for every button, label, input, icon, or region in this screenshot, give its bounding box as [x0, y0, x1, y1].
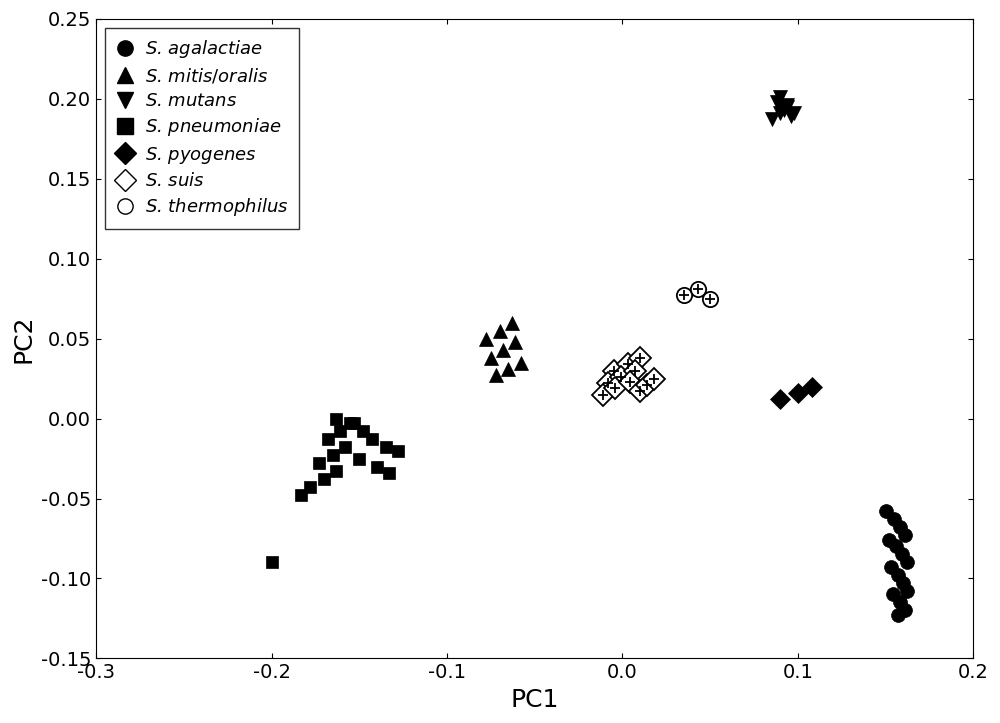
Legend: $S$. $agalactiae$, $S$. $mitis/oralis$, $S$. $mutans$, $S$. $pneumoniae$, $S$. $: $S$. $agalactiae$, $S$. $mitis/oralis$, … [105, 27, 299, 229]
X-axis label: PC1: PC1 [511, 688, 559, 712]
Y-axis label: PC2: PC2 [11, 315, 35, 363]
